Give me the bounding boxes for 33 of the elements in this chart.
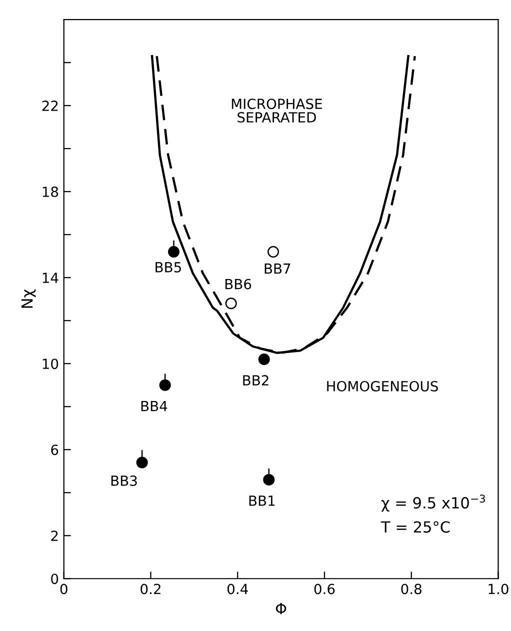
annotation: BB2 xyxy=(243,375,268,386)
annotation: BB1 xyxy=(249,496,275,506)
point xyxy=(168,246,180,258)
annotation: χ = 9.5 x10$^{−3}$ xyxy=(381,494,485,512)
point xyxy=(267,246,280,258)
annotation: BB4 xyxy=(141,401,168,412)
y-tick-label: 18 xyxy=(42,186,58,198)
point xyxy=(159,379,171,391)
x-tick-label: 0.8 xyxy=(401,584,422,594)
y-tick-label: 6 xyxy=(51,444,58,456)
y-tick-label: 14 xyxy=(42,272,58,283)
x-tick-label: 0.2 xyxy=(140,584,160,594)
annotation: BB5 xyxy=(156,262,181,272)
annotation: T = 25°C xyxy=(380,521,450,533)
x-tick-label: 0.6 xyxy=(314,584,335,594)
y-tick-label: 2 xyxy=(51,530,58,541)
x-axis-title: Φ xyxy=(276,602,286,614)
annotation: MICROPHASE SEPARATED xyxy=(232,98,322,123)
point xyxy=(136,456,148,468)
annotation: BB7 xyxy=(264,264,290,274)
annotation: BB6 xyxy=(225,278,252,290)
y-tick-label: 0 xyxy=(51,574,58,584)
x-tick-label: 0 xyxy=(60,584,68,594)
y-tick-label: 10 xyxy=(42,358,58,370)
point xyxy=(258,354,270,366)
y-axis-title: Nχ xyxy=(21,289,36,308)
x-tick-label: 1.0 xyxy=(488,584,508,594)
annotation: BB3 xyxy=(111,475,137,486)
y-tick-label: 22 xyxy=(42,100,58,111)
point xyxy=(263,474,275,486)
point xyxy=(225,298,237,310)
x-tick-label: 0.4 xyxy=(227,584,248,594)
annotation: HOMOGENEOUS xyxy=(327,380,438,392)
